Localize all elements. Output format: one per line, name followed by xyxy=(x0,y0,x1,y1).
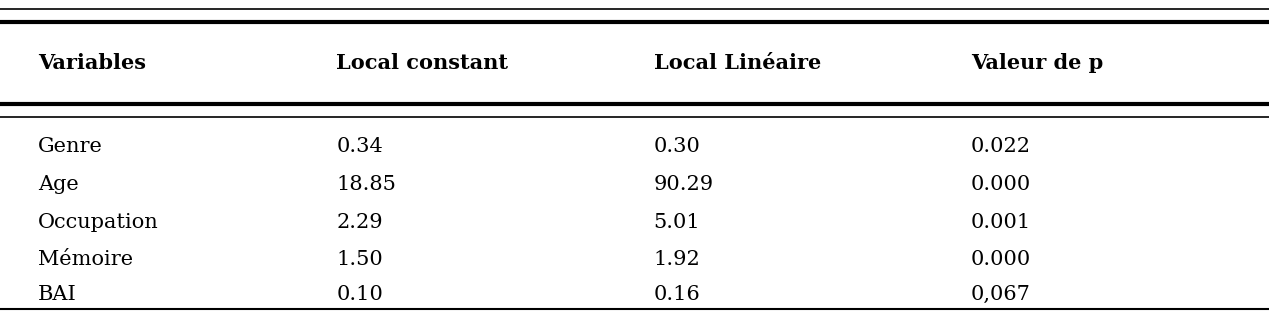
Text: 0.34: 0.34 xyxy=(336,137,383,156)
Text: Local Linéaire: Local Linéaire xyxy=(654,53,821,73)
Text: Variables: Variables xyxy=(38,53,146,73)
Text: BAI: BAI xyxy=(38,285,77,304)
Text: 18.85: 18.85 xyxy=(336,175,396,194)
Text: Local constant: Local constant xyxy=(336,53,509,73)
Text: 0.000: 0.000 xyxy=(971,175,1030,194)
Text: 0.30: 0.30 xyxy=(654,137,700,156)
Text: 0.16: 0.16 xyxy=(654,285,700,304)
Text: Occupation: Occupation xyxy=(38,213,159,232)
Text: 0.000: 0.000 xyxy=(971,250,1030,269)
Text: Valeur de p: Valeur de p xyxy=(971,53,1103,73)
Text: 5.01: 5.01 xyxy=(654,213,700,232)
Text: 2.29: 2.29 xyxy=(336,213,383,232)
Text: 1.92: 1.92 xyxy=(654,250,700,269)
Text: 0.10: 0.10 xyxy=(336,285,383,304)
Text: 0.001: 0.001 xyxy=(971,213,1030,232)
Text: 1.50: 1.50 xyxy=(336,250,383,269)
Text: 90.29: 90.29 xyxy=(654,175,713,194)
Text: Genre: Genre xyxy=(38,137,103,156)
Text: 0.022: 0.022 xyxy=(971,137,1030,156)
Text: Age: Age xyxy=(38,175,79,194)
Text: 0,067: 0,067 xyxy=(971,285,1030,304)
Text: Mémoire: Mémoire xyxy=(38,250,133,269)
